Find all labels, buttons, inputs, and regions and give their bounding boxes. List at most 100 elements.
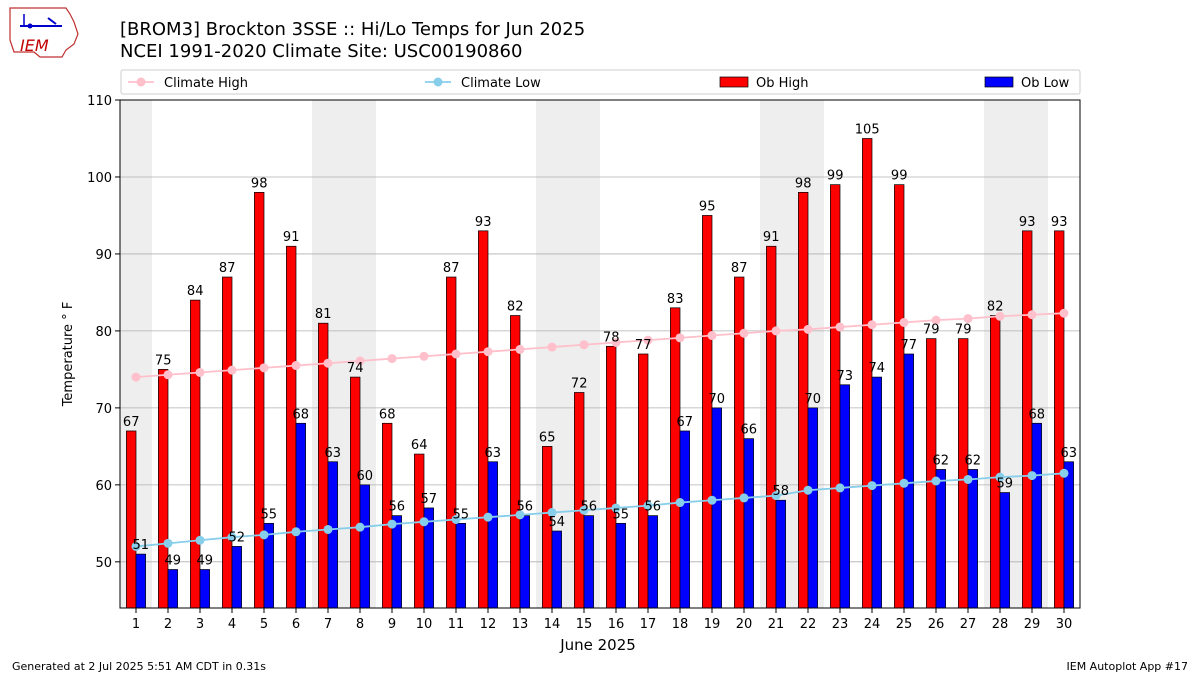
ob-high-bar <box>734 276 745 609</box>
ob-low-bar <box>487 461 498 609</box>
climate-low-point <box>995 472 1005 482</box>
ob-high-bar <box>286 245 297 609</box>
chart-subtitle: NCEI 1991-2020 Climate Site: USC00190860 <box>120 41 522 62</box>
y-tick-label: 60 <box>95 479 112 494</box>
ob-high-bar <box>766 245 777 609</box>
ob-high-bar <box>510 315 521 609</box>
legend-label: Ob Low <box>1021 76 1070 91</box>
x-tick-label: 13 <box>512 617 529 632</box>
x-tick-label: 14 <box>544 617 561 632</box>
ob-high-bar <box>1054 230 1065 609</box>
climate-high-point <box>131 372 141 382</box>
climate-low-point <box>1059 468 1069 478</box>
ob-low-bar <box>615 522 626 609</box>
x-tick-label: 10 <box>416 617 433 632</box>
y-axis: 50 60 70 80 90 100 110 <box>87 94 120 571</box>
climate-high-point <box>643 335 653 345</box>
climate-high-point <box>483 347 493 357</box>
climate-low-point <box>867 481 877 491</box>
climate-high-point <box>1027 310 1037 320</box>
x-tick-label: 6 <box>292 617 300 632</box>
ob-low-bar <box>1063 461 1074 609</box>
ob-low-bar <box>167 569 178 609</box>
ob-high-bar <box>350 376 361 609</box>
ob-low-bar <box>967 469 978 609</box>
climate-high-point <box>963 314 973 324</box>
ob-high-label: 82 <box>507 300 524 315</box>
climate-low-line <box>135 472 1065 548</box>
x-tick-label: 8 <box>356 617 364 632</box>
ob-low-label: 55 <box>453 507 470 522</box>
climate-high-line <box>135 312 1065 378</box>
ob-high-bar <box>254 192 265 609</box>
x-tick-label: 16 <box>608 617 625 632</box>
climate-high-point <box>515 344 525 354</box>
climate-low-point <box>419 517 429 527</box>
ob-low-label: 49 <box>197 554 214 569</box>
ob-high-label: 82 <box>987 300 1004 315</box>
climate-high-point <box>1059 308 1069 318</box>
climate-low-point <box>835 483 845 493</box>
ob-low-label: 73 <box>837 369 854 384</box>
climate-high-point <box>355 356 365 366</box>
ob-low-bar <box>519 515 530 609</box>
ob-low-bar <box>551 530 562 609</box>
footer-app: IEM Autoplot App #17 <box>1067 660 1189 673</box>
ob-high-label: 65 <box>539 430 556 445</box>
climate-high-point <box>707 331 717 341</box>
ob-high-label: 93 <box>475 215 492 230</box>
x-tick-label: 23 <box>832 617 849 632</box>
ob-low-label: 63 <box>325 446 342 461</box>
bar-value-labels: 67 75 84 87 98 91 81 74 68 64 87 93 82 65 72 78 77 83 95 87… <box>123 122 1077 568</box>
ob-low-bar <box>775 499 786 609</box>
ob-low-label: 55 <box>613 507 630 522</box>
ob-high-label: 81 <box>315 307 332 322</box>
ob-high-label: 87 <box>443 261 460 276</box>
ob-low-bar <box>679 430 690 609</box>
ob-low-label: 62 <box>933 453 950 468</box>
ob-high-label: 64 <box>411 438 428 453</box>
ob-high-bar <box>670 307 681 609</box>
climate-low-point <box>451 514 461 524</box>
legend-label: Climate Low <box>461 76 541 91</box>
ob-low-bar <box>839 384 850 609</box>
ob-high-label: 83 <box>667 292 684 307</box>
ob-high-label: 91 <box>763 230 780 245</box>
climate-high-point <box>739 328 749 338</box>
x-tick-label: 17 <box>640 617 657 632</box>
ob-low-label: 55 <box>261 507 278 522</box>
climate-high-point <box>291 361 301 371</box>
climate-low-point <box>963 474 973 484</box>
ob-high-bar <box>158 369 169 609</box>
x-tick-label: 28 <box>992 617 1009 632</box>
x-tick-label: 2 <box>164 617 172 632</box>
legend-item-ob-high: Ob High <box>719 76 809 91</box>
x-axis: 1 2 3 4 5 6 7 8 9 10 11 12 13 14 15 16 17 18 19 20 21 22 23 24 2… <box>132 608 1072 632</box>
x-tick-label: 11 <box>448 617 465 632</box>
ob-high-label: 95 <box>699 199 716 214</box>
ob-low-bar <box>1031 422 1042 609</box>
legend-marker-swatch <box>433 77 443 87</box>
ob-high-bar <box>446 276 457 609</box>
ob-low-label: 68 <box>1029 407 1046 422</box>
legend: Climate High Climate Low Ob High Ob Low <box>120 69 1081 95</box>
climate-high-point <box>611 337 621 347</box>
ob-low-label: 56 <box>517 500 534 515</box>
ob-high-bar <box>830 184 841 609</box>
climate-low-point <box>355 522 365 532</box>
climate-low-point <box>771 491 781 501</box>
ob-high-bar <box>638 353 649 609</box>
legend-item-climate-high: Climate High <box>128 76 248 91</box>
climate-high-point <box>995 311 1005 321</box>
x-tick-label: 4 <box>228 617 236 632</box>
climate-high-point <box>771 326 781 336</box>
climate-high-point <box>899 317 909 327</box>
climate-low-point <box>643 501 653 511</box>
x-tick-label: 12 <box>480 617 497 632</box>
climate-high-point <box>451 349 461 359</box>
ob-high-bar <box>958 338 969 609</box>
climate-high-point <box>803 324 813 334</box>
iem-logo: IEM <box>9 7 79 58</box>
x-tick-label: 24 <box>864 617 881 632</box>
